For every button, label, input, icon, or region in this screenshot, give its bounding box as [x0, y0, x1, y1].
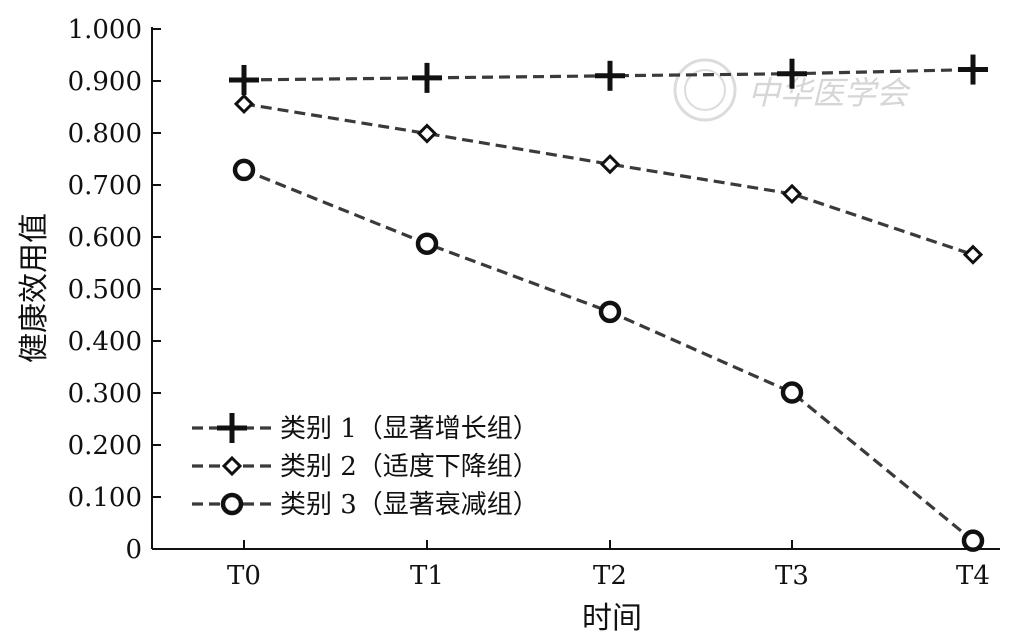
x-tick-label: T4: [956, 561, 990, 591]
series-3-point: [780, 381, 804, 404]
legend-item-1: 类别 1（显著增长组）: [192, 413, 539, 444]
legend-item-3: 类别 3（显著衰减组）: [192, 490, 539, 520]
x-tick-label: T2: [593, 561, 627, 591]
x-ticks: T0 T1 T2 T3 T4: [227, 540, 990, 591]
series-1-point: [595, 60, 625, 91]
y-tick-label: 0.100: [68, 483, 142, 513]
y-axis-label: 健康效用值: [17, 213, 52, 363]
series-3-point: [961, 529, 985, 552]
series-2: [233, 93, 984, 265]
series-3-line: [243, 168, 975, 542]
y-tick-label: 0.700: [68, 171, 142, 201]
legend-label: 类别 3（显著衰减组）: [280, 490, 539, 520]
series-1-point: [958, 54, 988, 85]
y-tick-label: 0.400: [68, 327, 142, 357]
series-1-point: [229, 64, 259, 95]
x-axis-label: 时间: [582, 601, 642, 636]
series-2-point: [416, 123, 438, 144]
legend-item-2: 类别 2（适度下降组）: [192, 452, 539, 482]
series-1: [229, 54, 988, 95]
y-tick-label: 0.900: [68, 67, 142, 97]
series-2-point: [233, 93, 255, 115]
legend-marker: [221, 455, 243, 477]
y-tick-label: 0.600: [68, 223, 142, 253]
y-ticks: 0 0.100 0.200 0.300 0.400 0.500 0.600 0.700 0.80…: [68, 15, 161, 565]
legend-label: 类别 2（适度下降组）: [280, 452, 539, 482]
series-3-point: [232, 158, 256, 182]
series-1-point: [412, 62, 442, 93]
legend-marker: [217, 413, 247, 443]
watermark-logo: 中华医学会: [673, 58, 911, 122]
series-layer: [229, 54, 988, 552]
series-3: [232, 158, 985, 552]
series-1-point: [777, 58, 807, 89]
x-tick-label: T3: [775, 561, 809, 591]
y-tick-label: 0.800: [68, 119, 142, 149]
y-tick-label: 0.300: [68, 379, 142, 409]
series-3-point: [598, 300, 622, 324]
y-tick-label: 0: [125, 535, 142, 565]
y-tick-label: 1.000: [68, 15, 142, 45]
series-2-point: [962, 244, 984, 265]
y-tick-label: 0.500: [68, 275, 142, 305]
series-2-point: [781, 183, 803, 204]
x-tick-label: T0: [227, 561, 261, 591]
series-3-point: [415, 232, 439, 256]
legend: 类别 1（显著增长组） 类别 2（适度下降组） 类别 3（显著衰减组）: [192, 413, 539, 520]
watermark-text: 中华医学会: [748, 74, 911, 112]
y-tick-label: 0.200: [68, 431, 142, 461]
x-tick-label: T1: [410, 561, 444, 591]
legend-label: 类别 1（显著增长组）: [280, 414, 539, 444]
series-2-line: [243, 102, 974, 257]
series-2-point: [599, 154, 621, 175]
legend-marker: [220, 492, 244, 516]
